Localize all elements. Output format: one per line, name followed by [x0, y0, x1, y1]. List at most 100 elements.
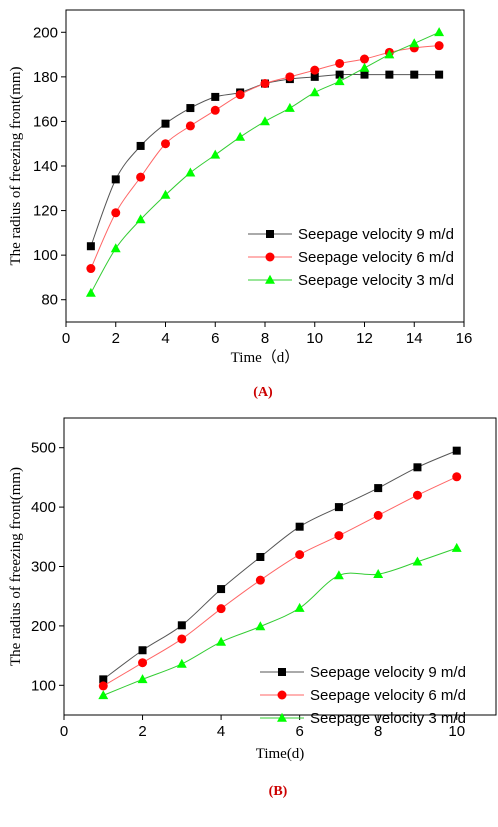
data-point [409, 38, 420, 48]
y-axis-label: The radius of freezing front(mm) [8, 467, 24, 666]
series-triangle [98, 542, 462, 700]
data-point [360, 70, 369, 79]
data-point [413, 463, 422, 472]
legend-label: Seepage velocity 3 m/d [310, 710, 466, 727]
data-point [373, 510, 383, 520]
data-point [284, 102, 295, 112]
data-point [85, 287, 96, 297]
data-point [295, 522, 304, 531]
data-point [452, 472, 462, 482]
data-point [160, 189, 171, 199]
x-tick-label: 0 [62, 330, 70, 347]
data-point [255, 575, 265, 585]
series-square [86, 70, 444, 251]
data-point [434, 27, 445, 37]
x-tick-label: 8 [261, 330, 269, 347]
data-point [309, 87, 320, 97]
data-point [310, 65, 320, 75]
data-point [99, 675, 108, 684]
x-axis-label: Time(d) [256, 746, 305, 762]
data-point [111, 175, 120, 184]
data-point [138, 658, 148, 668]
legend-marker [265, 274, 275, 284]
data-point [210, 149, 221, 159]
data-point [412, 490, 422, 500]
data-point [86, 242, 95, 251]
data-point [333, 570, 344, 580]
x-tick-label: 4 [217, 723, 225, 740]
x-tick-label: 6 [295, 723, 303, 740]
panel-label: (A) [253, 385, 273, 400]
data-point [138, 646, 147, 655]
data-point [135, 214, 146, 224]
legend-label: Seepage velocity 6 m/d [298, 249, 454, 266]
legend-label: Seepage velocity 9 m/d [298, 226, 454, 243]
data-point [335, 58, 345, 68]
data-point [359, 62, 370, 72]
data-point [294, 602, 305, 612]
data-point [260, 116, 270, 126]
panel-label: (B) [269, 784, 288, 799]
data-point [360, 54, 369, 64]
x-tick-label: 10 [306, 330, 323, 347]
data-point [210, 105, 220, 115]
x-tick-label: 6 [211, 330, 219, 347]
y-tick-label: 500 [31, 440, 56, 457]
data-point [216, 636, 227, 646]
data-point [373, 569, 384, 579]
legend-label: Seepage velocity 9 m/d [310, 664, 466, 681]
x-tick-label: 14 [406, 330, 423, 347]
data-point [136, 172, 146, 182]
x-tick-label: 4 [161, 330, 169, 347]
x-tick-label: 10 [448, 723, 465, 740]
y-tick-label: 140 [33, 158, 58, 175]
series-circle [98, 472, 462, 691]
data-point [255, 621, 266, 631]
data-point [110, 243, 121, 253]
data-point [334, 503, 343, 512]
series-line [103, 547, 457, 696]
data-point [176, 658, 187, 668]
y-tick-label: 200 [33, 24, 58, 41]
x-tick-label: 0 [60, 723, 68, 740]
x-tick-label: 8 [374, 723, 382, 740]
data-point [335, 70, 344, 79]
data-point [260, 79, 270, 89]
legend-marker [277, 712, 287, 722]
data-point [111, 208, 121, 218]
legend: Seepage velocity 9 m/d Seepage velocity 6… [248, 226, 454, 289]
data-point [98, 690, 109, 700]
data-point [256, 552, 265, 561]
data-point [235, 90, 245, 100]
data-point [161, 119, 170, 128]
data-point [385, 70, 394, 79]
y-tick-label: 180 [33, 69, 58, 86]
data-point [186, 104, 195, 113]
y-tick-label: 120 [33, 203, 58, 220]
y-axis-label: The radius of freezing front(mm) [8, 66, 24, 265]
y-tick-label: 200 [31, 618, 56, 635]
data-point [434, 41, 444, 51]
data-point [410, 70, 419, 79]
x-tick-label: 16 [456, 330, 473, 347]
legend-marker [278, 668, 286, 676]
legend-label: Seepage velocity 6 m/d [310, 687, 466, 704]
data-point [374, 484, 383, 493]
y-tick-label: 80 [41, 292, 58, 309]
series-triangle [85, 27, 445, 297]
x-axis-label: Time（d） [231, 349, 300, 366]
series-line [103, 476, 457, 687]
data-point [452, 446, 461, 455]
series-square [99, 446, 461, 684]
y-tick-label: 100 [31, 677, 56, 694]
legend-label: Seepage velocity 3 m/d [298, 272, 454, 289]
data-point [384, 49, 395, 59]
y-tick-label: 300 [31, 559, 56, 576]
data-point [86, 264, 96, 274]
data-point [285, 72, 295, 82]
data-point [177, 634, 187, 644]
data-point [295, 550, 305, 560]
legend-marker [277, 690, 287, 700]
x-tick-label: 2 [138, 723, 146, 740]
data-point [334, 531, 344, 541]
